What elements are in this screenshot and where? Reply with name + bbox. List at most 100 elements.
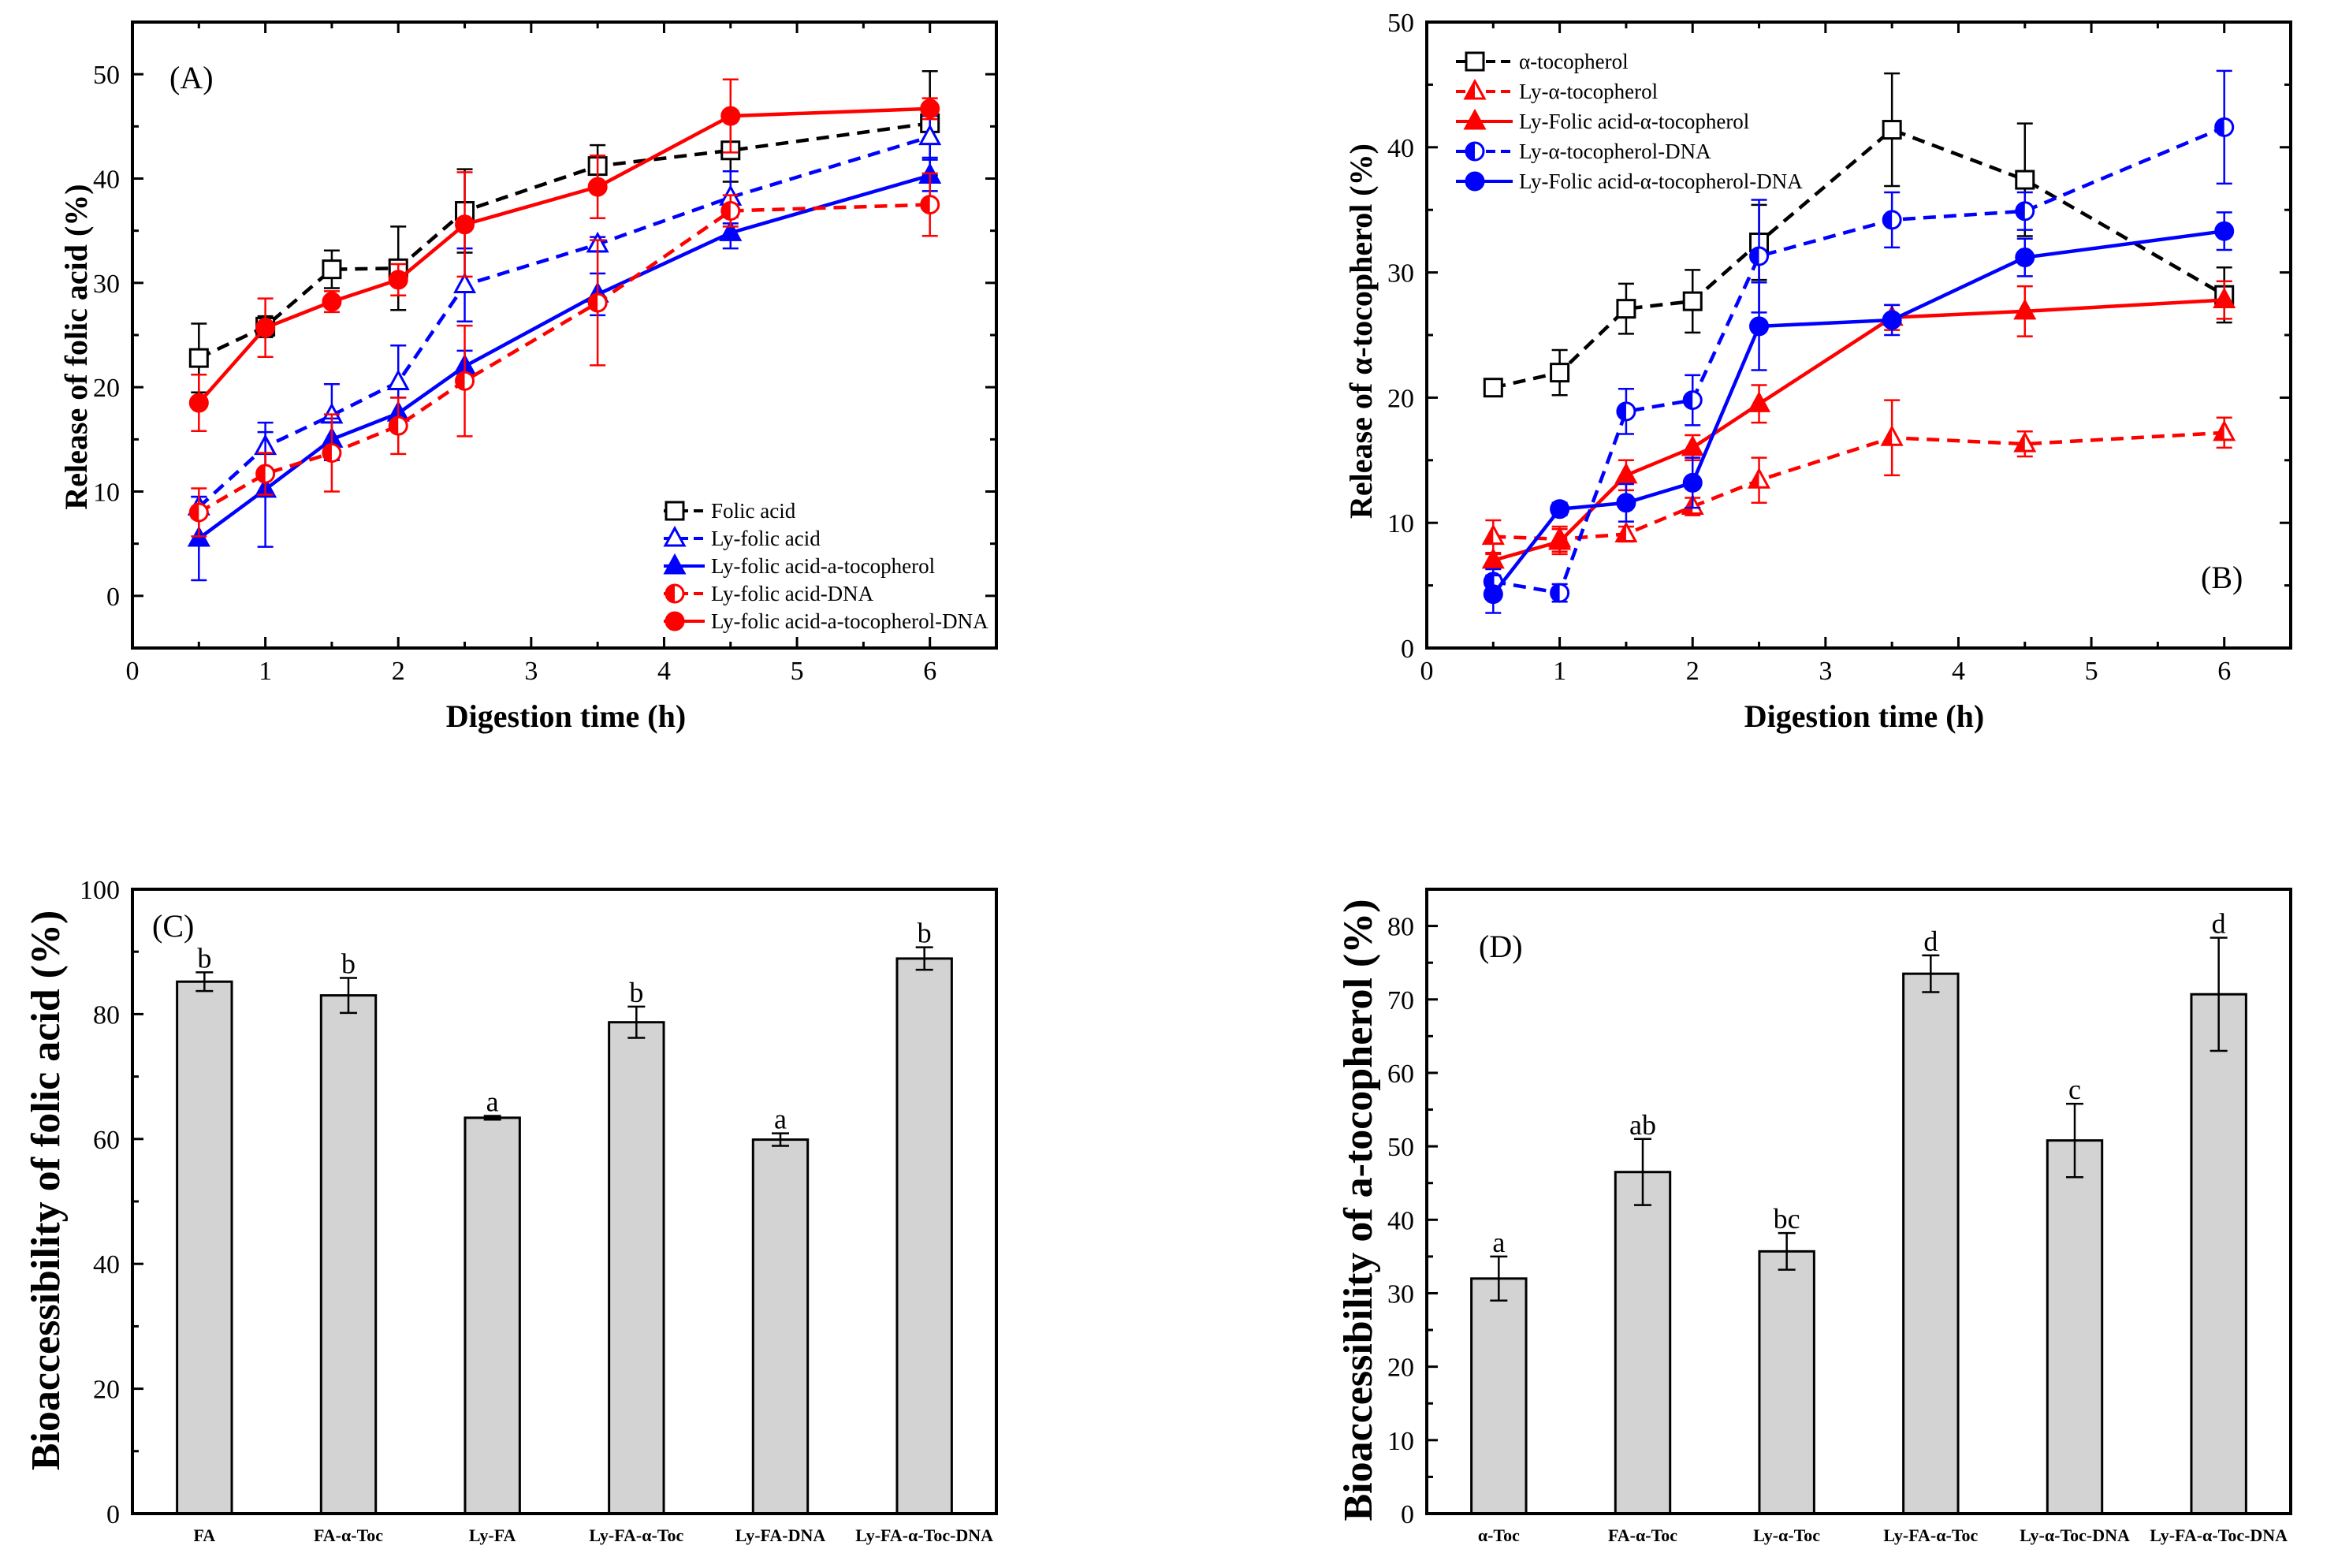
y-tick-label: 40 — [1387, 134, 1414, 163]
significance-letter: ab — [1629, 1109, 1656, 1141]
x-tick-label: 4 — [657, 657, 671, 686]
bar-ly-fa-toc — [608, 1021, 665, 1515]
x-tick-label: 5 — [2085, 657, 2098, 686]
data-point — [1882, 120, 1902, 140]
data-point-fill — [1484, 526, 1494, 544]
category-label: Ly-α-Toc-DNA — [2020, 1525, 2130, 1545]
data-point — [322, 292, 342, 312]
data-point — [587, 177, 608, 197]
series-line — [197, 135, 931, 509]
category-label: Ly-FA-α-Toc — [1883, 1525, 1978, 1545]
bar-fa — [176, 980, 233, 1515]
data-point — [188, 393, 209, 413]
legend-marker-fill — [1466, 143, 1475, 160]
data-point-fill — [456, 372, 465, 390]
data-point-fill — [2015, 434, 2025, 452]
series-line — [198, 203, 930, 514]
panel-d: (D) Bioaccessibility of a-tocopherol (%)… — [1336, 888, 2292, 1545]
legend-marker — [663, 553, 687, 575]
x-tick-label: 1 — [1553, 657, 1566, 686]
x-tick-label: 0 — [1420, 657, 1434, 686]
data-point — [918, 124, 942, 146]
data-point — [2015, 169, 2035, 190]
x-tick-label: 4 — [1952, 657, 1965, 686]
y-tick-label: 20 — [93, 374, 120, 403]
data-point-fill — [389, 417, 399, 435]
legend-marker-fill — [666, 585, 675, 602]
data-point — [1616, 299, 1636, 319]
panel-a-label: (A) — [169, 60, 214, 95]
data-point — [920, 99, 940, 119]
y-tick-label: 30 — [1387, 259, 1414, 289]
x-tick-label: 2 — [392, 657, 405, 686]
data-point — [1481, 547, 1505, 569]
y-tick-label: 0 — [106, 1500, 120, 1529]
y-tick-label: 30 — [93, 270, 120, 299]
plot-area — [1427, 22, 2291, 648]
y-tick-label: 10 — [1387, 1427, 1414, 1456]
bar-ly-fa-dna — [751, 1138, 810, 1515]
significance-letter: b — [197, 942, 211, 974]
data-point-fill — [1882, 427, 1893, 445]
data-point — [1548, 528, 1572, 550]
data-point-fill — [1750, 247, 1759, 265]
data-point — [1483, 378, 1503, 398]
panel-b-y-axis-title: Release of α-tocopherol (%) — [1343, 143, 1379, 519]
y-tick-label: 40 — [93, 166, 120, 195]
significance-letter: bc — [1774, 1203, 1800, 1235]
significance-letter: a — [1492, 1227, 1505, 1258]
x-tick-label: 3 — [524, 657, 538, 686]
panel-a-x-axis-title: Digestion time (h) — [446, 698, 686, 734]
y-tick-label: 30 — [1387, 1279, 1414, 1309]
legend-marker — [663, 525, 687, 547]
y-tick-label: 70 — [1387, 986, 1414, 1015]
legend-label-ly-folic-acid-tocopherol: Ly-Folic acid-α-tocopherol — [1519, 110, 1749, 133]
x-tick-label: 5 — [791, 657, 804, 686]
legend-label-ly-folic-acid-tocopherol-dna: Ly-Folic acid-α-tocopherol-DNA — [1519, 169, 1803, 193]
panel-a-legend: Folic acid Ly-folic acid Ly-folic acid-a… — [663, 499, 988, 633]
bar-ly-toc-dna — [2046, 1139, 2104, 1515]
legend-label-ly-folic-acid-dna: Ly-folic acid-DNA — [711, 582, 874, 605]
significance-letter: b — [629, 977, 643, 1008]
data-point — [2213, 287, 2236, 309]
series-line — [197, 173, 931, 540]
data-point — [1616, 493, 1636, 513]
legend-marker — [1465, 171, 1485, 192]
plot-series — [187, 69, 942, 582]
y-tick-label: 50 — [1387, 9, 1414, 38]
data-point — [1882, 310, 1902, 330]
data-point — [2013, 298, 2037, 320]
x-tick-label: 6 — [923, 657, 936, 686]
bar-fa-toc — [1614, 1171, 1672, 1515]
significance-letter: d — [1923, 926, 1938, 957]
plot-area — [132, 22, 996, 648]
bar-ly-fa-toc-dna — [895, 957, 953, 1515]
x-tick-label: 1 — [259, 657, 272, 686]
data-point — [1748, 391, 1771, 412]
data-point — [720, 106, 741, 126]
significance-letter: d — [2212, 907, 2226, 939]
data-point — [1550, 499, 1570, 520]
data-point — [388, 270, 408, 290]
legend-label-ly-tocopherol-dna: Ly-α-tocopherol-DNA — [1519, 140, 1711, 163]
y-tick-label: 60 — [93, 1126, 120, 1155]
data-point — [322, 259, 342, 280]
data-point — [2015, 248, 2035, 268]
data-point — [386, 369, 410, 391]
y-tick-label: 0 — [1401, 635, 1414, 664]
panel-b-label: (B) — [2201, 560, 2243, 595]
data-point-fill — [2016, 202, 2025, 220]
data-point-fill — [1683, 496, 1693, 514]
data-point-fill — [589, 293, 598, 311]
bar-ly-fa — [464, 1116, 521, 1515]
category-label: FA-α-Toc — [314, 1525, 383, 1545]
data-point-fill — [322, 444, 332, 462]
data-point-fill — [2214, 422, 2224, 440]
category-label: Ly-FA-α-Toc — [589, 1525, 683, 1545]
y-tick-label: 100 — [80, 876, 120, 905]
data-point-fill — [1617, 402, 1626, 420]
y-tick-label: 50 — [93, 61, 120, 90]
y-tick-label: 40 — [93, 1250, 120, 1279]
category-label: Ly-FA — [469, 1525, 516, 1545]
series-line — [1492, 298, 2224, 563]
